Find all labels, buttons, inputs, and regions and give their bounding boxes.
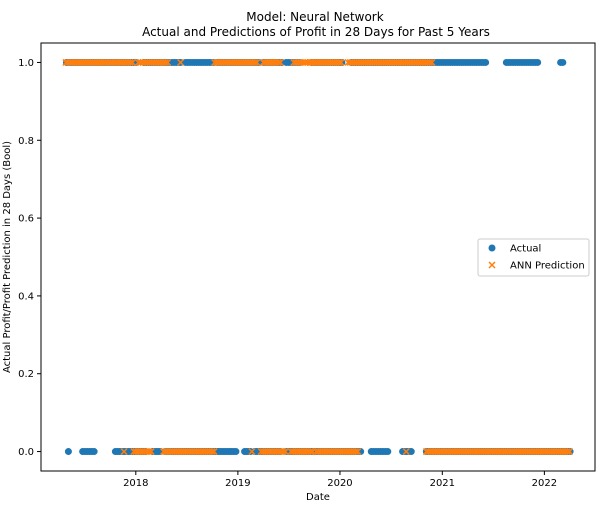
prediction-point [335, 58, 343, 66]
y-tick-label: 0.8 [18, 136, 34, 147]
x-axis: 2018 2019 2020 2021 2022 [123, 471, 557, 489]
y-axis-label: Actual Profit/Profit Prediction in 28 Da… [2, 141, 13, 373]
prediction-point [337, 58, 345, 66]
prediction-point [566, 448, 574, 456]
actual-point [232, 448, 240, 456]
prediction-point [126, 58, 134, 66]
prediction-point [428, 58, 436, 66]
prediction-point [402, 448, 410, 456]
y-tick-label: 0.6 [18, 214, 34, 225]
prediction-point [276, 58, 284, 66]
prediction-point [164, 58, 172, 66]
prediction-point [147, 448, 155, 456]
y-tick-label: 0.0 [18, 447, 34, 458]
prediction-point [251, 58, 259, 66]
actual-point [407, 448, 415, 456]
prediction-point [177, 58, 185, 66]
actual-point [534, 58, 542, 66]
legend: Actual ANN Prediction [477, 238, 590, 277]
prediction-point [120, 448, 128, 456]
prediction-point [352, 448, 360, 456]
x-tick-label: 2018 [123, 478, 148, 489]
legend-actual-marker [488, 244, 496, 252]
prediction-point [306, 448, 314, 456]
prediction-point [281, 448, 289, 456]
y-tick-label: 1.0 [18, 58, 34, 69]
x-tick-label: 2019 [225, 478, 250, 489]
actual-point [64, 448, 72, 456]
x-tick-label: 2020 [327, 478, 352, 489]
x-tick-label: 2022 [532, 478, 557, 489]
legend-box [477, 238, 590, 277]
plot-marks [62, 58, 574, 456]
x-tick-label: 2021 [430, 478, 455, 489]
prediction-point [248, 448, 256, 456]
chart-title: Model: Neural Network [246, 10, 383, 24]
prediction-point [354, 448, 362, 456]
prediction-point [145, 448, 153, 456]
prediction-point [426, 58, 434, 66]
x-axis-label: Date [306, 492, 330, 503]
legend-prediction-label: ANN Prediction [510, 261, 585, 272]
plot-area [40, 42, 596, 472]
y-axis: 0.0 0.2 0.4 0.6 0.8 1.0 [18, 58, 41, 458]
actual-point [90, 448, 98, 456]
prediction-point [253, 58, 261, 66]
y-tick-label: 0.4 [18, 291, 34, 302]
prediction-point [274, 58, 282, 66]
prediction-point [208, 448, 216, 456]
chart-subtitle: Actual and Predictions of Profit in 28 D… [142, 25, 490, 39]
legend-actual-label: Actual [510, 244, 541, 255]
actual-point [384, 448, 392, 456]
y-tick-label: 0.2 [18, 369, 34, 380]
series-ann-prediction [62, 58, 574, 456]
prediction-point [128, 58, 136, 66]
prediction-point [563, 448, 571, 456]
prediction-point [279, 448, 287, 456]
prediction-point [210, 448, 218, 456]
prediction-point [161, 58, 169, 66]
actual-point [482, 58, 490, 66]
legend-prediction-marker [488, 261, 496, 269]
actual-point [559, 58, 567, 66]
